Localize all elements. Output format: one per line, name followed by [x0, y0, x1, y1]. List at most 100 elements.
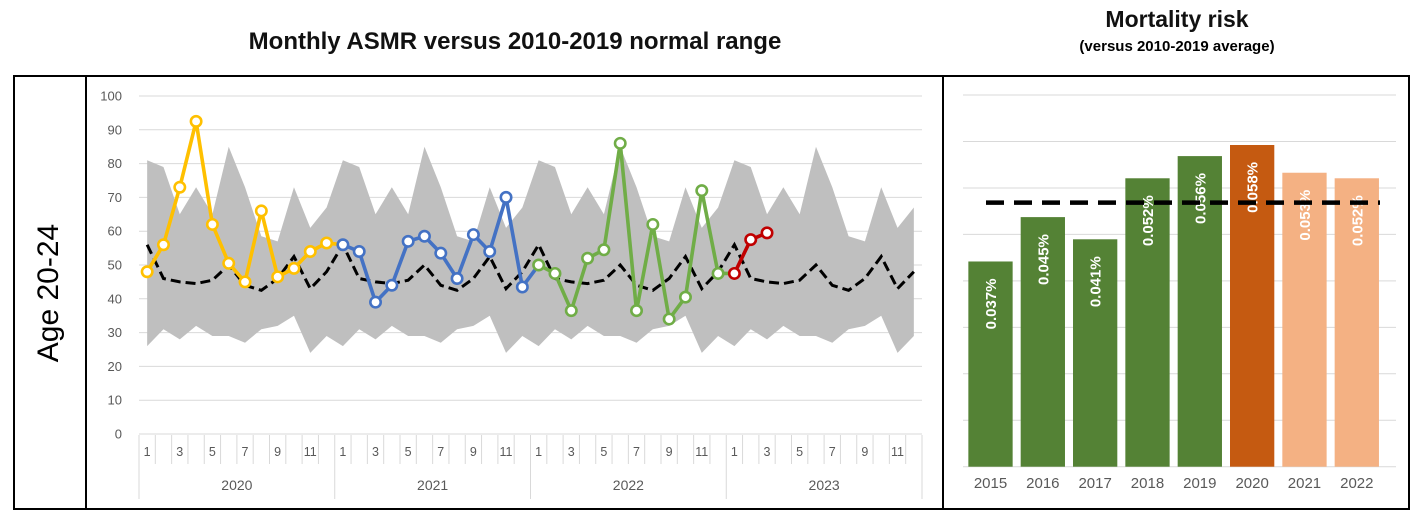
year-label: 2022: [613, 477, 644, 493]
bars: 0.037% 2015 0.045% 2016 0.041% 2017 0.052% 2018…: [968, 145, 1379, 492]
y-axis-tick-label: 0: [115, 427, 122, 442]
series-marker-2022: [630, 304, 644, 318]
series-marker-2020: [205, 217, 219, 231]
y-axis-tick-label: 70: [108, 190, 122, 205]
month-label: 3: [372, 445, 379, 459]
age-group-label: Age 20-24: [32, 223, 66, 362]
bar-value-label: 0.052%: [1140, 195, 1157, 246]
asmr-chart-title: Monthly ASMR versus 2010-2019 normal ran…: [248, 28, 782, 55]
frame-right-border: [1408, 75, 1410, 510]
month-label: 9: [274, 445, 281, 459]
y-axis-tick-label: 100: [100, 89, 122, 104]
month-label: 1: [535, 445, 542, 459]
series-marker-2023: [760, 226, 774, 240]
month-label: 9: [861, 445, 868, 459]
series-marker-2020: [140, 265, 154, 279]
normal-range-band: [147, 146, 914, 353]
series-marker-2020: [189, 114, 203, 128]
month-label: 3: [764, 445, 771, 459]
series-marker-2021: [417, 229, 431, 243]
series-marker-2023: [727, 266, 741, 280]
series-marker-2021: [385, 278, 399, 292]
month-label: 7: [242, 445, 249, 459]
month-label: 5: [600, 445, 607, 459]
month-label: 5: [405, 445, 412, 459]
month-label: 7: [633, 445, 640, 459]
series-marker-2022: [678, 290, 692, 304]
month-label: 1: [339, 445, 346, 459]
bar-category-label: 2015: [974, 475, 1007, 492]
series-marker-2021: [483, 244, 497, 258]
month-label: 5: [209, 445, 216, 459]
bar-value-label: 0.058%: [1245, 162, 1262, 213]
bar-category-label: 2018: [1131, 475, 1164, 492]
series-marker-2022: [581, 251, 595, 265]
series-marker-2021: [352, 244, 366, 258]
series-marker-2022: [548, 266, 562, 280]
bar-category-label: 2020: [1235, 475, 1268, 492]
series-marker-2022: [613, 136, 627, 150]
age-group-cell: Age 20-24: [13, 75, 86, 510]
series-marker-2020: [222, 256, 236, 270]
x-axis: 1 3 5 7 9 11 2020 1 3 5 7 9 11 2021 1 3 5 7 9 11 2022 1 3 5 7 9 11…: [138, 435, 923, 499]
y-axis-tick-label: 10: [108, 393, 122, 408]
bar-2016: [1020, 217, 1065, 467]
series-marker-2020: [303, 244, 317, 258]
bar-2015: [968, 261, 1013, 467]
y-axis-tick-label: 80: [108, 156, 122, 171]
series-marker-2021: [515, 280, 529, 294]
series-marker-2021: [401, 234, 415, 248]
bar-category-label: 2016: [1026, 475, 1059, 492]
series-marker-2023: [744, 233, 758, 247]
month-label: 1: [144, 445, 151, 459]
month-label: 11: [891, 445, 904, 459]
year-series: [140, 114, 774, 326]
frame-bottom-border: [13, 508, 1410, 510]
series-marker-2020: [254, 204, 268, 218]
month-label: 3: [176, 445, 183, 459]
series-marker-2021: [499, 190, 513, 204]
series-marker-2020: [238, 275, 252, 289]
series-marker-2020: [287, 261, 301, 275]
frame-top-border: [13, 75, 1410, 77]
frame-panel-divider: [942, 75, 944, 510]
year-label: 2020: [221, 477, 252, 493]
frame-age-divider: [85, 75, 87, 510]
month-label: 9: [666, 445, 673, 459]
y-axis-tick-label: 40: [108, 291, 122, 306]
series-marker-2022: [532, 258, 546, 272]
series-marker-2021: [466, 228, 480, 242]
bar-value-label: 0.045%: [1035, 234, 1052, 285]
month-label: 11: [304, 445, 317, 459]
series-marker-2022: [646, 217, 660, 231]
bar-category-label: 2019: [1183, 475, 1216, 492]
series-marker-2020: [271, 270, 285, 284]
bar-2017: [1073, 239, 1118, 467]
year-label: 2023: [809, 477, 840, 493]
bar-category-label: 2022: [1340, 475, 1373, 492]
series-marker-2022: [711, 266, 725, 280]
month-label: 3: [568, 445, 575, 459]
bar-2020: [1230, 145, 1275, 467]
bar-value-label: 0.052%: [1349, 195, 1366, 246]
year-label: 2021: [417, 477, 448, 493]
series-marker-2020: [173, 180, 187, 194]
month-label: 7: [437, 445, 444, 459]
series-marker-2022: [662, 312, 676, 326]
bar-value-label: 0.041%: [1088, 256, 1105, 307]
bar-category-label: 2021: [1288, 475, 1321, 492]
y-axis-tick-label: 20: [108, 359, 122, 374]
y-axis-tick-label: 60: [108, 224, 122, 239]
month-label: 7: [829, 445, 836, 459]
series-marker-2020: [156, 238, 170, 252]
mortality-chart-title: Mortality risk: [1105, 6, 1249, 32]
month-label: 11: [695, 445, 708, 459]
series-marker-2021: [450, 272, 464, 286]
bar-2018: [1125, 178, 1170, 467]
bar-2022: [1334, 178, 1379, 467]
bar-2019: [1177, 156, 1222, 467]
month-label: 9: [470, 445, 477, 459]
series-marker-2022: [695, 184, 709, 198]
